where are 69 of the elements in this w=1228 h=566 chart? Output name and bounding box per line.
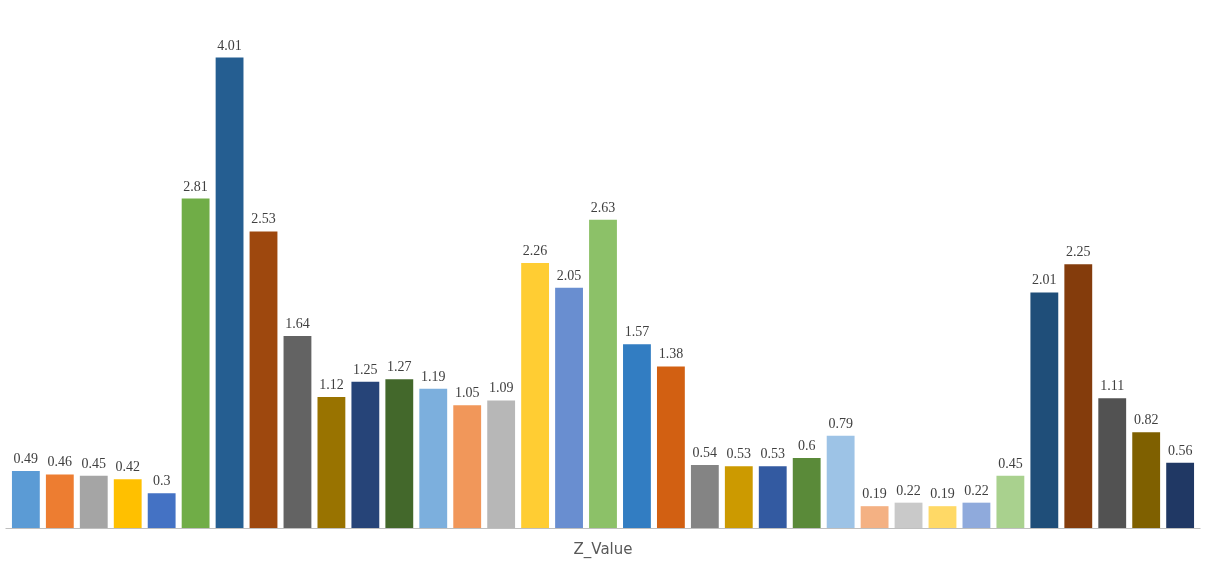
bar — [385, 379, 414, 529]
bar — [45, 474, 74, 529]
bar — [181, 198, 210, 529]
data-label: 1.19 — [421, 368, 446, 384]
data-label: 0.6 — [797, 438, 816, 454]
bar — [996, 475, 1025, 529]
data-label: 2.53 — [251, 211, 276, 227]
data-label: 0.53 — [726, 446, 752, 462]
data-label: 0.22 — [896, 482, 921, 498]
bar — [623, 344, 651, 529]
data-label: 2.26 — [522, 243, 548, 259]
bar — [826, 435, 855, 529]
data-label: 1.57 — [624, 324, 650, 340]
data-label: 0.79 — [828, 415, 853, 431]
bar — [283, 335, 312, 529]
data-label: 0.19 — [862, 486, 887, 502]
bar — [453, 405, 482, 529]
bar — [249, 231, 278, 529]
data-label: 0.22 — [964, 482, 989, 498]
bar — [724, 466, 753, 529]
x-axis-title: Z_Value — [573, 539, 633, 559]
data-label: 2.25 — [1066, 244, 1091, 260]
data-label: 1.64 — [285, 315, 310, 331]
bar — [758, 466, 787, 529]
bar — [11, 470, 40, 529]
data-label: 2.81 — [183, 178, 208, 194]
bar — [555, 287, 583, 529]
bar — [589, 219, 617, 529]
bar — [656, 366, 685, 529]
data-label: 1.09 — [488, 380, 514, 396]
bar — [147, 493, 176, 529]
bar — [1064, 264, 1093, 529]
bar — [351, 381, 380, 529]
bar — [215, 57, 244, 529]
data-label: 2.01 — [1032, 272, 1057, 288]
bar — [792, 458, 821, 529]
bar — [1166, 462, 1195, 529]
data-label: 0.82 — [1133, 412, 1159, 428]
data-label: 0.45 — [998, 455, 1023, 471]
data-label: 1.38 — [658, 346, 684, 362]
bar — [317, 396, 346, 529]
bar — [928, 506, 957, 529]
data-label: 0.42 — [115, 459, 140, 475]
data-label: 1.12 — [319, 376, 344, 392]
data-label: 1.05 — [454, 385, 480, 401]
data-label: 1.27 — [387, 359, 412, 375]
data-label: 1.25 — [353, 361, 378, 377]
bar — [113, 479, 142, 529]
bar — [1030, 292, 1059, 529]
data-label: 0.46 — [47, 454, 73, 470]
bar — [79, 475, 108, 529]
data-label: 2.63 — [590, 199, 616, 215]
data-label: 1.11 — [1100, 378, 1125, 394]
bar — [962, 502, 991, 529]
bar — [860, 506, 889, 529]
data-label: 0.56 — [1167, 442, 1193, 458]
data-label: 0.54 — [692, 445, 718, 461]
data-label: 0.19 — [930, 486, 955, 502]
data-label: 0.3 — [152, 473, 171, 489]
bar — [1132, 432, 1161, 529]
bar — [521, 263, 550, 529]
data-label: 0.49 — [13, 450, 39, 466]
data-label: 4.01 — [217, 37, 242, 53]
bar — [1098, 398, 1127, 529]
data-label: 2.05 — [556, 267, 582, 283]
data-label: 0.53 — [760, 446, 785, 462]
bar — [690, 465, 719, 529]
data-label: 0.45 — [81, 455, 107, 471]
bar — [419, 388, 448, 529]
